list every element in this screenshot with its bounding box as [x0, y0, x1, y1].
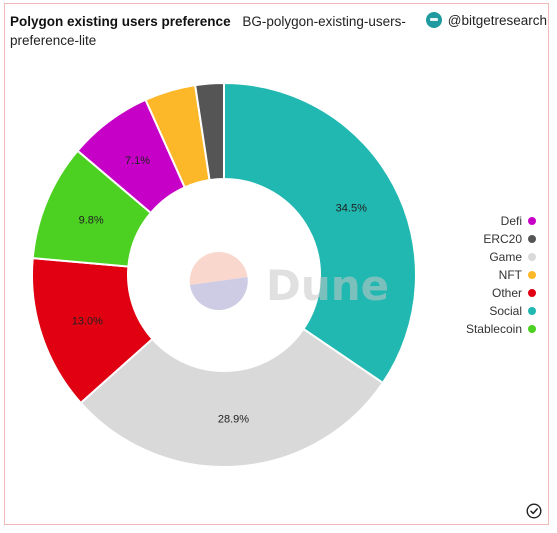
query-name[interactable]: BG-polygon-existing-users-preference-lit… — [10, 14, 406, 48]
watermark-text: Dune — [266, 261, 389, 310]
slice-erc20[interactable] — [194, 81, 225, 182]
legend-label: Defi — [500, 214, 522, 228]
legend-label: ERC20 — [483, 232, 522, 246]
legend-swatch — [528, 325, 536, 333]
slice-label-social: 34.5% — [336, 203, 367, 215]
slice-label-defi: 7.1% — [125, 155, 150, 167]
legend-swatch — [528, 271, 536, 279]
legend-label: Social — [489, 304, 522, 318]
legend-item-stablecoin[interactable]: Stablecoin — [456, 320, 536, 338]
legend-swatch — [528, 307, 536, 315]
slice-game[interactable] — [79, 327, 385, 468]
legend-item-nft[interactable]: NFT — [456, 266, 536, 284]
author-avatar-icon — [425, 12, 442, 28]
legend-item-defi[interactable]: Defi — [456, 212, 536, 230]
slice-label-game: 28.9% — [218, 414, 249, 426]
legend-label: NFT — [498, 268, 522, 282]
legend-item-erc20[interactable]: ERC20 — [456, 230, 536, 248]
legend-swatch — [528, 217, 536, 225]
chart-title: Polygon existing users preference — [10, 14, 231, 29]
slice-label-stablecoin: 9.8% — [79, 214, 104, 226]
legend-item-other[interactable]: Other — [456, 284, 536, 302]
legend-item-game[interactable]: Game — [456, 248, 536, 266]
legend-label: Stablecoin — [465, 322, 522, 336]
legend-item-social[interactable]: Social — [456, 302, 536, 320]
author-link[interactable]: @bitgetresearch — [425, 12, 547, 28]
legend-swatch — [528, 289, 536, 297]
legend-swatch — [528, 235, 536, 243]
legend-label: Other — [491, 286, 522, 300]
check-circle-icon[interactable] — [526, 503, 542, 519]
chart-legend: Defi ERC20 Game NFT Other Social Stablecoin — [456, 212, 536, 338]
author-name: @bitgetresearch — [447, 12, 547, 28]
slice-label-other: 13.0% — [72, 315, 103, 327]
legend-swatch — [528, 253, 536, 261]
chart-header: Polygon existing users preference BG-pol… — [10, 12, 410, 50]
dune-watermark: Dune — [189, 251, 389, 311]
slice-social[interactable] — [223, 81, 417, 385]
legend-label: Game — [489, 250, 522, 264]
